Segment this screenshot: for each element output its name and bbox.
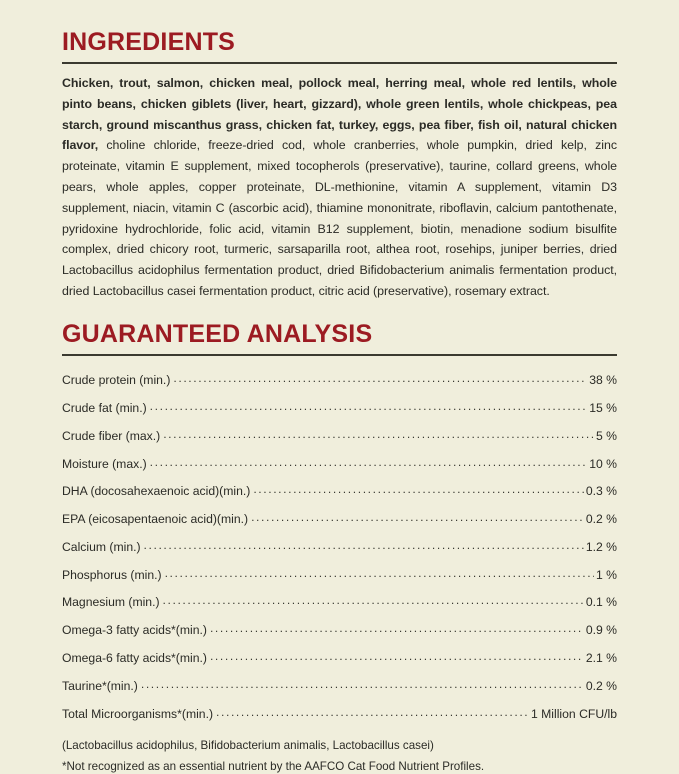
- analysis-row: Crude protein (min.) 38 %: [62, 366, 617, 394]
- analysis-row: Omega-6 fatty acids*(min.) 2.1 %: [62, 644, 617, 672]
- analysis-row: DHA (docosahexaenoic acid)(min.) 0.3 %: [62, 477, 617, 505]
- dot-leader: [163, 594, 584, 606]
- analysis-row: Omega-3 fatty acids*(min.) 0.9 %: [62, 616, 617, 644]
- dot-leader: [141, 678, 584, 690]
- dot-leader: [144, 539, 584, 551]
- ingredients-paragraph: Chicken, trout, salmon, chicken meal, po…: [62, 73, 617, 302]
- dot-leader: [173, 372, 587, 384]
- dot-leader: [216, 706, 529, 718]
- dot-leader: [253, 483, 584, 495]
- dot-leader: [150, 456, 588, 468]
- analysis-nutrient-value: 0.2 %: [585, 512, 617, 527]
- analysis-nutrient-value: 0.9 %: [585, 623, 617, 638]
- dot-leader: [163, 428, 594, 440]
- analysis-nutrient-value: 1.2 %: [585, 539, 617, 554]
- guaranteed-analysis-section: GUARANTEED ANALYSIS Crude protein (min.)…: [62, 302, 617, 774]
- analysis-nutrient-label: Omega-3 fatty acids*(min.): [62, 623, 207, 638]
- guaranteed-analysis-heading-divider: [62, 353, 617, 356]
- analysis-nutrient-value: 2.1 %: [585, 650, 617, 665]
- guaranteed-analysis-footnotes: (Lactobacillus acidophilus, Bifidobacter…: [62, 732, 617, 774]
- analysis-nutrient-value: 0.1 %: [585, 595, 617, 610]
- analysis-row: Calcium (min.) 1.2 %: [62, 532, 617, 560]
- analysis-nutrient-label: Magnesium (min.): [62, 595, 160, 610]
- dot-leader: [165, 567, 594, 579]
- analysis-nutrient-label: Omega-6 fatty acids*(min.): [62, 650, 207, 665]
- analysis-nutrient-label: Calcium (min.): [62, 539, 141, 554]
- analysis-row: Magnesium (min.) 0.1 %: [62, 588, 617, 616]
- analysis-nutrient-label: Crude fiber (max.): [62, 428, 161, 443]
- dot-leader: [150, 400, 588, 412]
- footnote-text: (Lactobacillus acidophilus, Bifidobacter…: [62, 738, 434, 752]
- pet-food-label-page: INGREDIENTS Chicken, trout, salmon, chic…: [0, 0, 679, 679]
- analysis-nutrient-value: 15 %: [589, 400, 617, 415]
- analysis-nutrient-label: Taurine*(min.): [62, 678, 138, 693]
- guaranteed-analysis-list: Crude protein (min.) 38 % Crude fat (min.)…: [62, 366, 617, 727]
- analysis-nutrient-label: Crude fat (min.): [62, 400, 147, 415]
- analysis-nutrient-value: 0.3 %: [585, 484, 617, 499]
- analysis-nutrient-label: Crude protein (min.): [62, 373, 171, 388]
- analysis-row: EPA (eicosapentaenoic acid)(min.) 0.2 %: [62, 505, 617, 533]
- analysis-nutrient-value: 38 %: [589, 373, 617, 388]
- analysis-nutrient-value: 10 %: [589, 456, 617, 471]
- analysis-nutrient-label: Total Microorganisms*(min.): [62, 706, 214, 721]
- analysis-row: Taurine*(min.) 0.2 %: [62, 671, 617, 699]
- footnote-text: *Not recognized as an essential nutrient…: [62, 759, 485, 773]
- analysis-row: Moisture (max.) 10 %: [62, 449, 617, 477]
- ingredients-secondary-text: choline chloride, freeze-dried cod, whol…: [62, 138, 617, 298]
- ingredients-heading: INGREDIENTS: [62, 28, 236, 56]
- analysis-nutrient-value: 1 %: [595, 567, 617, 582]
- guaranteed-analysis-heading: GUARANTEED ANALYSIS: [62, 319, 373, 348]
- analysis-row: Total Microorganisms*(min.) 1 Million CFU…: [62, 699, 617, 727]
- analysis-nutrient-value: 1 Million CFU/lb: [530, 706, 617, 721]
- ingredients-heading-divider: [62, 62, 617, 64]
- analysis-nutrient-label: DHA (docosahexaenoic acid)(min.): [62, 484, 251, 499]
- ingredients-section: INGREDIENTS Chicken, trout, salmon, chic…: [62, 0, 617, 302]
- ingredients-primary-text: Chicken, trout, salmon, chicken meal, po…: [62, 76, 617, 153]
- dot-leader: [251, 511, 584, 523]
- dot-leader: [210, 622, 584, 634]
- analysis-row: Crude fiber (max.) 5 %: [62, 421, 617, 449]
- analysis-row: Crude fat (min.) 15 %: [62, 394, 617, 422]
- analysis-nutrient-label: Phosphorus (min.): [62, 567, 162, 582]
- analysis-nutrient-label: Moisture (max.): [62, 456, 147, 471]
- analysis-row: Phosphorus (min.) 1 %: [62, 560, 617, 588]
- analysis-nutrient-label: EPA (eicosapentaenoic acid)(min.): [62, 512, 249, 527]
- analysis-nutrient-value: 0.2 %: [585, 678, 617, 693]
- dot-leader: [210, 650, 584, 662]
- analysis-nutrient-value: 5 %: [595, 428, 617, 443]
